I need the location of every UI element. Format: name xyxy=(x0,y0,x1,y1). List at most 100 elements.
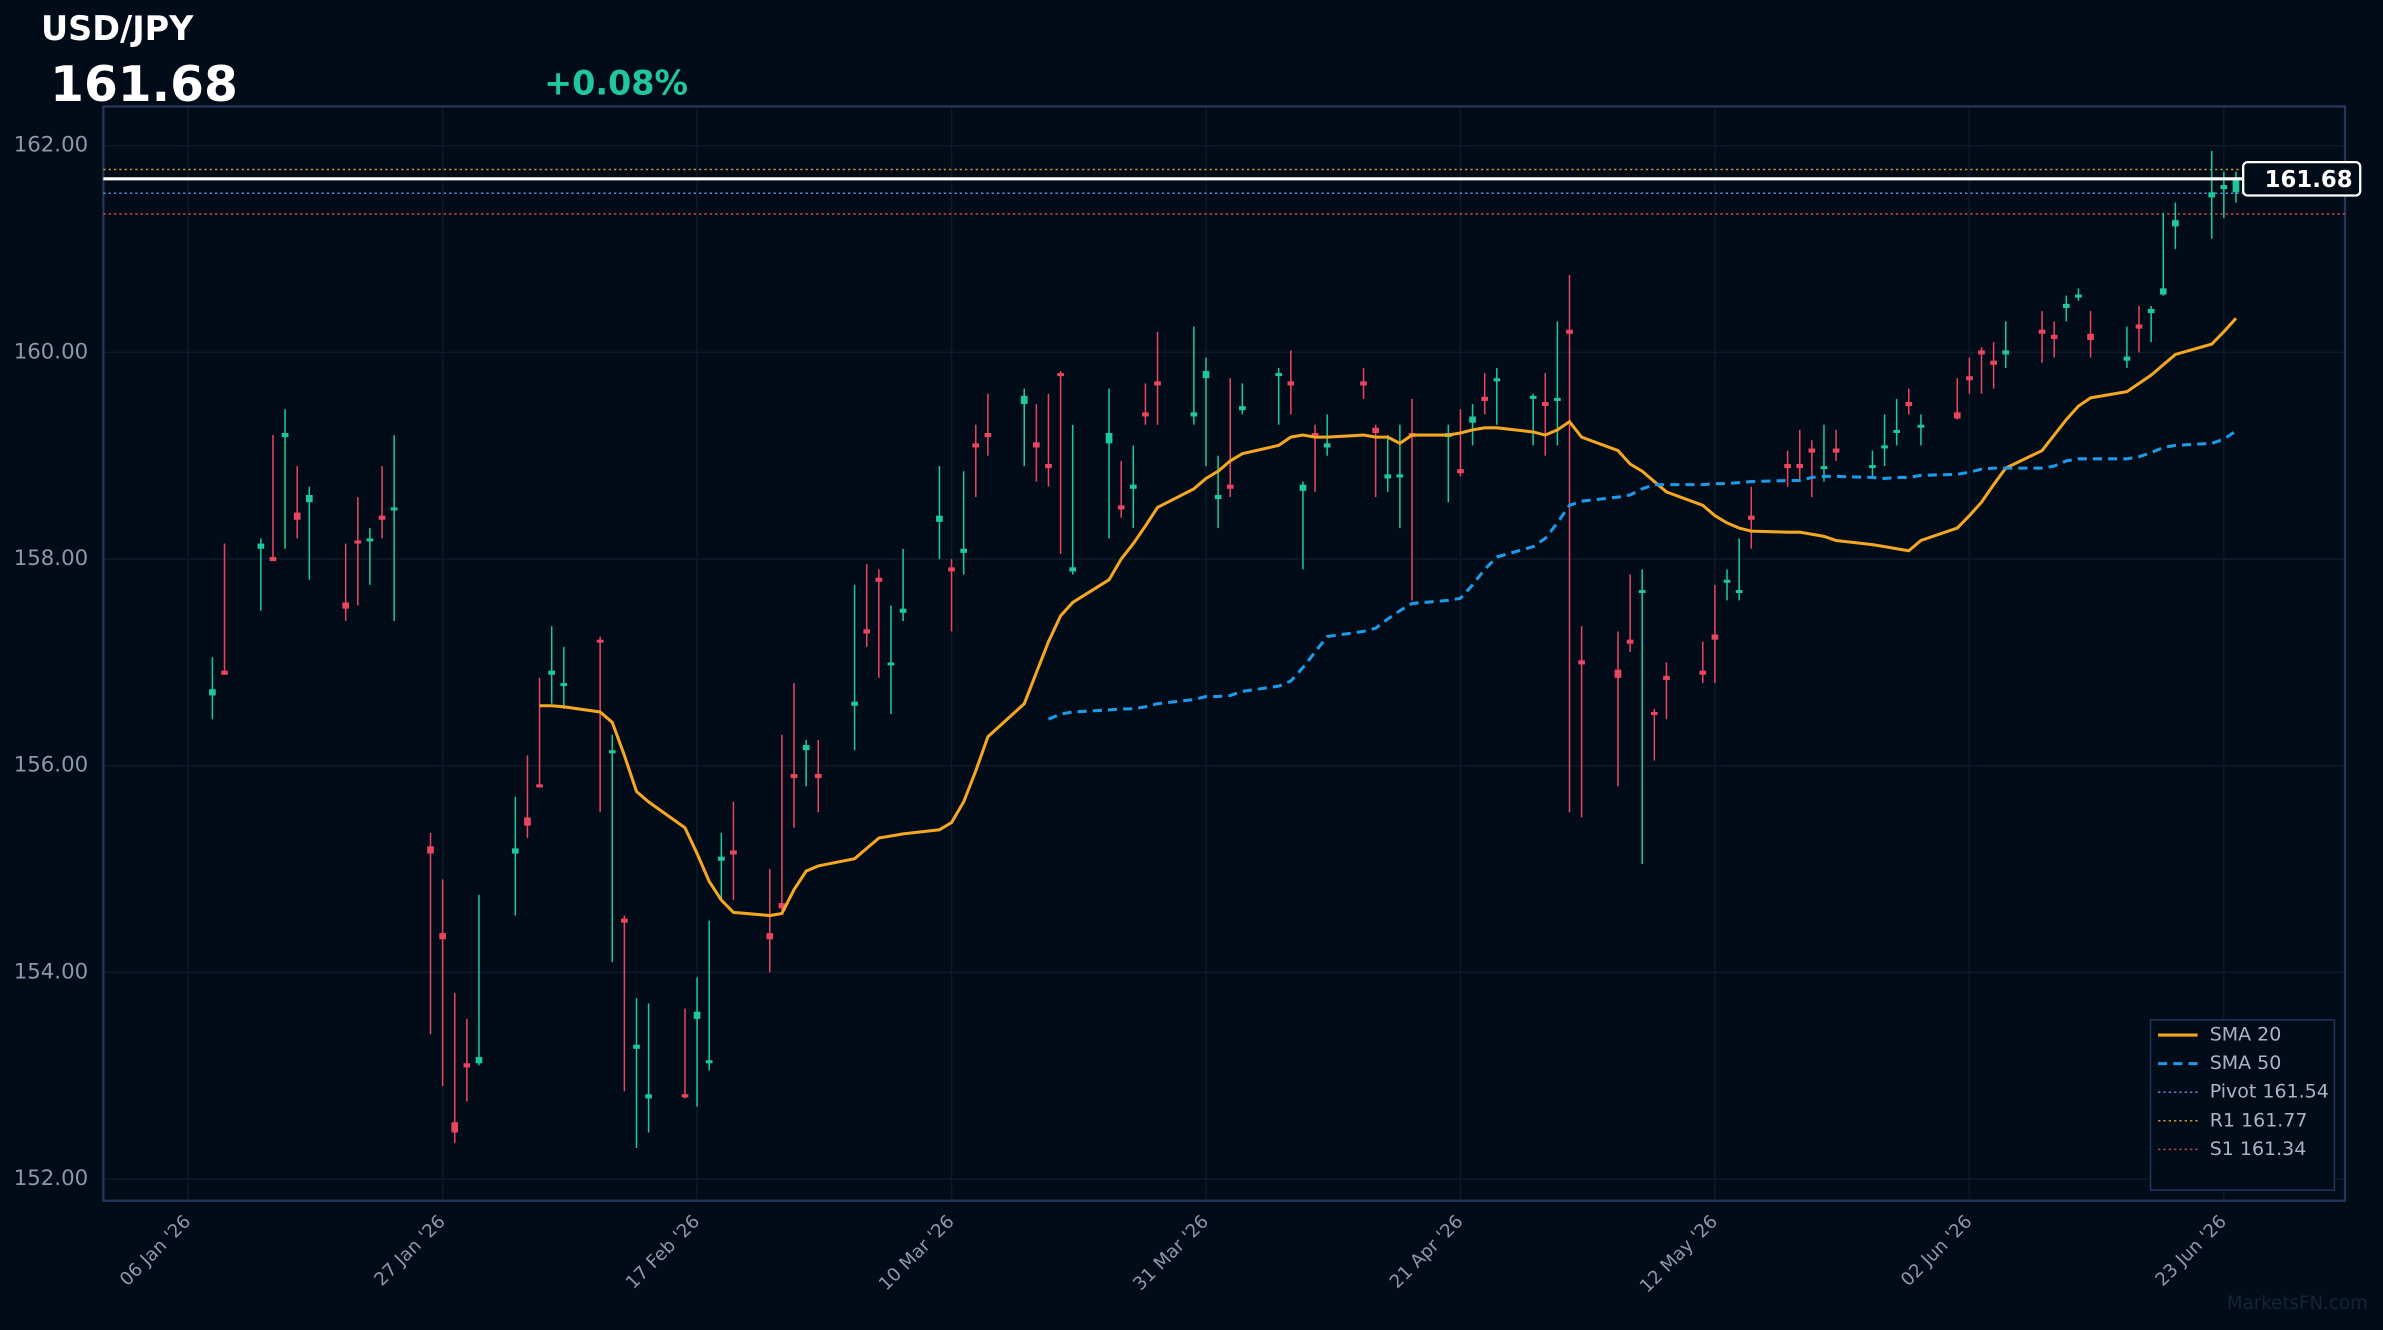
candle-body xyxy=(1384,474,1392,479)
candle-body xyxy=(2232,178,2240,193)
candle-body xyxy=(1626,639,1634,644)
legend-label: S1 161.34 xyxy=(2210,1138,2307,1160)
candle-body xyxy=(730,850,737,855)
candle-body xyxy=(1142,412,1149,417)
candle-body xyxy=(960,548,968,553)
candle-body xyxy=(875,577,883,582)
candle-body xyxy=(1650,711,1658,716)
candle-body xyxy=(1275,373,1283,377)
candle-body xyxy=(802,745,810,751)
candle-body xyxy=(1202,371,1210,379)
candle-body xyxy=(2038,329,2046,334)
candle-body xyxy=(1808,448,1816,453)
y-tick-label: 152.00 xyxy=(14,1166,88,1191)
candle-body xyxy=(269,556,277,562)
candle-body xyxy=(1481,396,1489,401)
y-tick-label: 158.00 xyxy=(14,546,88,571)
candle-body xyxy=(1469,416,1476,423)
candle-body xyxy=(1105,432,1113,444)
y-tick-label: 154.00 xyxy=(14,959,88,984)
candle-body xyxy=(2135,324,2143,329)
candle-body xyxy=(1226,484,1234,489)
legend-label: SMA 50 xyxy=(2210,1052,2282,1074)
candle-body xyxy=(2075,294,2082,298)
candle-body xyxy=(851,701,858,706)
candle-body xyxy=(2087,333,2094,341)
sma-line xyxy=(539,317,2238,918)
candle-body xyxy=(293,512,301,520)
candle-body xyxy=(475,1057,483,1064)
candle-body xyxy=(1881,445,1888,449)
candle-body xyxy=(814,773,822,779)
candle-body xyxy=(1311,432,1319,438)
candle-body xyxy=(2208,192,2216,198)
candle-body xyxy=(790,773,798,779)
legend-box xyxy=(2149,1019,2336,1191)
candle-body xyxy=(1917,424,1925,428)
candle-body xyxy=(1832,448,1840,453)
candle-body xyxy=(1129,484,1137,489)
candle-body xyxy=(1663,675,1670,680)
candle-body xyxy=(2147,309,2155,314)
candle-body xyxy=(1869,465,1876,469)
candle-body xyxy=(705,1060,713,1064)
candle-body xyxy=(2123,356,2131,361)
candle-body xyxy=(451,1122,459,1133)
candle-body xyxy=(1214,494,1222,500)
candle-body xyxy=(524,817,531,826)
candle-body xyxy=(378,515,386,520)
candle-body xyxy=(1711,634,1719,640)
candle-body xyxy=(1457,469,1464,474)
candle-body xyxy=(1033,442,1040,448)
candle-body xyxy=(1953,412,1961,419)
candle-body xyxy=(2050,334,2058,339)
candle-body xyxy=(1784,463,1791,469)
candle-body xyxy=(887,662,895,666)
y-tick-label: 162.00 xyxy=(14,133,88,158)
candle-body xyxy=(633,1044,640,1049)
legend-label: R1 161.77 xyxy=(2210,1109,2308,1131)
candle-body xyxy=(1154,381,1161,386)
candle-body xyxy=(1747,515,1755,520)
candle-body xyxy=(560,683,568,687)
candle-body xyxy=(1735,590,1743,594)
candle-body xyxy=(511,848,519,854)
candle-body xyxy=(366,538,374,542)
legend-label: SMA 20 xyxy=(2210,1024,2282,1046)
candle-body xyxy=(936,515,943,522)
candle-body xyxy=(1723,579,1731,583)
sma-line xyxy=(1047,429,2237,721)
last-price: 161.68 xyxy=(50,57,238,113)
candle-body xyxy=(1614,669,1622,678)
candle-body xyxy=(1905,402,1913,407)
candle-body xyxy=(1554,397,1561,401)
candle-body xyxy=(972,443,980,448)
candle-body xyxy=(766,933,774,940)
candle-body xyxy=(548,670,556,675)
candle-body xyxy=(984,432,992,438)
y-tick-label: 156.00 xyxy=(14,753,88,778)
candle-body xyxy=(1493,378,1501,382)
candle-body xyxy=(1190,412,1198,417)
candle-body xyxy=(1541,402,1549,407)
candle-body xyxy=(717,856,725,861)
candle-body xyxy=(2159,288,2167,295)
candle-body xyxy=(1323,443,1331,448)
candle-body xyxy=(2002,350,2010,355)
candle-body xyxy=(354,540,362,544)
candle-body xyxy=(948,567,955,572)
legend-label: Pivot 161.54 xyxy=(2210,1081,2329,1103)
candle-body xyxy=(342,602,350,609)
candle-body xyxy=(305,494,313,503)
candle-body xyxy=(427,846,434,854)
chart-title: USD/JPY xyxy=(41,9,194,48)
watermark: MarketsFN.com xyxy=(2227,1293,2368,1314)
candle-body xyxy=(1699,670,1707,675)
candle-body xyxy=(463,1063,471,1068)
candle-body xyxy=(1638,590,1646,594)
candle-body xyxy=(1578,660,1585,665)
candle-body xyxy=(1069,567,1077,572)
candle-body xyxy=(608,750,616,754)
